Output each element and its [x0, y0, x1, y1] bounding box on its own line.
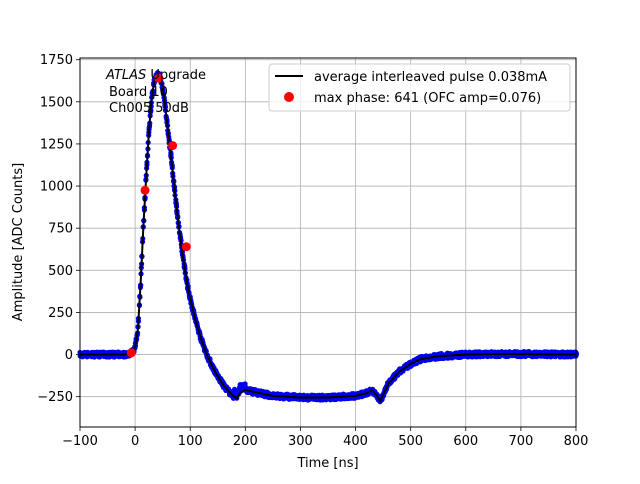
y-axis-ticks: −250 0 250 500 750 1000 1250 1500 1750	[37, 53, 80, 405]
max-phase-point	[168, 141, 178, 151]
y-tick-label: 500	[48, 264, 73, 279]
x-axis-label: Time [ns]	[296, 456, 358, 471]
legend-marker-swatch	[284, 92, 294, 102]
annotation-channel: Ch005 50dB	[109, 101, 189, 116]
annotation: ATLAS Upgrade Board 10 Ch005 50dB	[105, 68, 206, 116]
x-tick-label: 600	[453, 434, 478, 449]
y-tick-label: 0	[65, 348, 73, 363]
x-tick-label: 100	[178, 434, 203, 449]
max-phase-point	[140, 185, 150, 195]
average-pulse-line	[80, 73, 577, 403]
legend: average interleaved pulse 0.038mA max ph…	[268, 63, 571, 112]
plot-frame	[79, 57, 577, 428]
x-tick-label: −100	[62, 434, 98, 449]
legend-box	[268, 63, 571, 112]
annotation-atlas: ATLAS	[105, 68, 146, 83]
x-tick-label: 500	[398, 434, 423, 449]
y-tick-label: 250	[48, 306, 73, 321]
y-tick-label: −250	[37, 390, 73, 405]
annotation-upgrade: Upgrade	[146, 68, 206, 83]
y-tick-label: 1000	[40, 180, 73, 195]
y-tick-label: 750	[48, 222, 73, 237]
legend-entry-average: average interleaved pulse 0.038mA	[314, 70, 547, 85]
x-tick-label: 400	[343, 434, 368, 449]
y-tick-label: 1250	[40, 137, 73, 152]
y-axis-label: Amplitude [ADC Counts]	[11, 163, 26, 321]
legend-entry-max-phase: max phase: 641 (OFC amp=0.076)	[314, 91, 541, 106]
annotation-board: Board 10	[109, 85, 168, 100]
y-tick-label: 1750	[40, 53, 73, 68]
max-phase-markers	[126, 73, 191, 358]
x-axis-ticks: −100 0 100 200 300 400 500 600 700 800	[62, 427, 588, 449]
max-phase-point	[126, 348, 136, 358]
x-tick-label: 300	[288, 434, 313, 449]
max-phase-point	[181, 242, 191, 252]
max-phase-point	[154, 73, 164, 83]
x-tick-label: 700	[508, 434, 533, 449]
svg-text:ATLAS Upgrade: ATLAS Upgrade	[105, 68, 206, 83]
y-tick-label: 1500	[40, 95, 73, 110]
average-pulse-line-layer	[80, 73, 577, 403]
x-tick-label: 800	[564, 434, 589, 449]
x-tick-label: 200	[233, 434, 258, 449]
x-tick-label: 0	[131, 434, 139, 449]
